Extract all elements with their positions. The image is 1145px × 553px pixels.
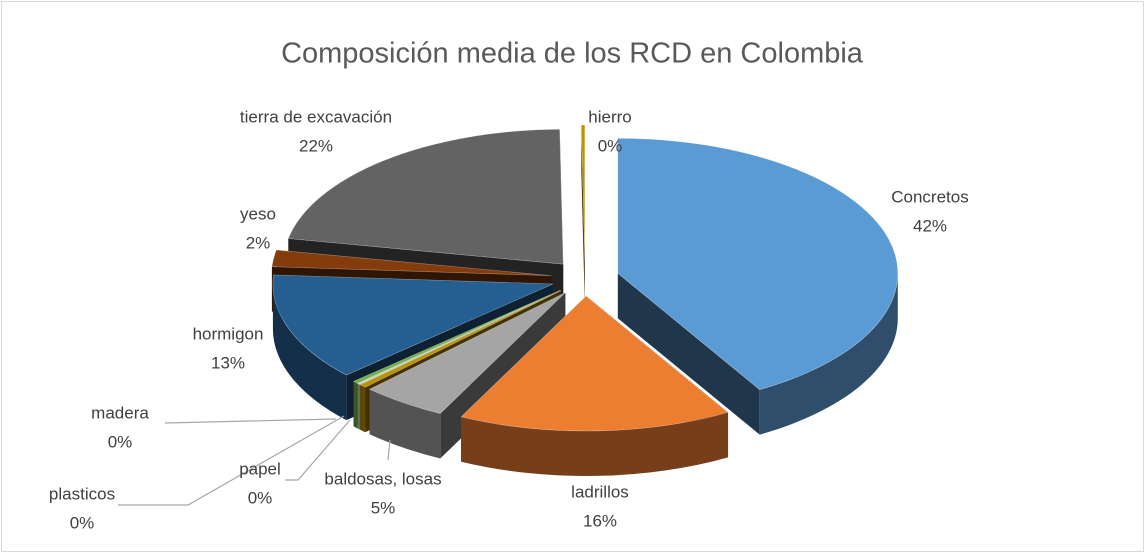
slice-side — [759, 273, 898, 435]
slice-side — [357, 383, 360, 430]
leader-line — [164, 418, 337, 424]
slice — [359, 290, 562, 388]
chart-title: Composición media de los RCD en Colombia — [281, 38, 864, 70]
category-label: Concretos — [891, 187, 968, 206]
slice — [460, 295, 729, 476]
slice-wall — [617, 273, 760, 435]
slice — [287, 128, 564, 265]
slice — [581, 124, 586, 306]
slice-side — [369, 389, 441, 459]
category-label: ladrillos — [571, 482, 629, 501]
category-label: hierro — [588, 107, 631, 126]
slice — [460, 295, 729, 432]
category-label: tierra de excavación — [240, 107, 392, 126]
category-label: baldosas, losas — [324, 469, 441, 488]
slice — [617, 137, 899, 435]
slice — [617, 137, 899, 390]
slice — [356, 290, 561, 386]
slice — [352, 290, 561, 384]
value-label: 22% — [299, 136, 333, 155]
slice — [581, 124, 586, 261]
leader-line — [285, 419, 351, 481]
value-label: 16% — [583, 511, 617, 530]
pie — [271, 124, 899, 476]
category-label: yeso — [240, 204, 276, 223]
slice-wall — [581, 125, 585, 306]
value-label: 2% — [246, 233, 271, 252]
value-label: 0% — [248, 488, 273, 507]
value-label: 42% — [913, 216, 947, 235]
slice — [271, 249, 552, 276]
slice — [272, 274, 554, 376]
slice-side — [272, 283, 347, 421]
value-label: 0% — [598, 136, 623, 155]
slice-side — [461, 412, 729, 476]
category-label: hormigon — [193, 324, 264, 343]
value-label: 0% — [108, 432, 133, 451]
slice-side — [360, 384, 366, 433]
slice — [368, 292, 566, 414]
category-label: papel — [239, 459, 281, 478]
labels: Concretos 42% ladrillos 16% baldosas, losas 5… — [49, 107, 969, 532]
value-label: 0% — [70, 513, 95, 532]
category-label: madera — [91, 403, 149, 422]
value-label: 13% — [211, 353, 245, 372]
leader-line — [387, 439, 391, 461]
value-label: 5% — [371, 498, 396, 517]
category-label: plasticos — [49, 484, 115, 503]
slice-side — [353, 381, 358, 429]
leader-line — [118, 415, 345, 506]
